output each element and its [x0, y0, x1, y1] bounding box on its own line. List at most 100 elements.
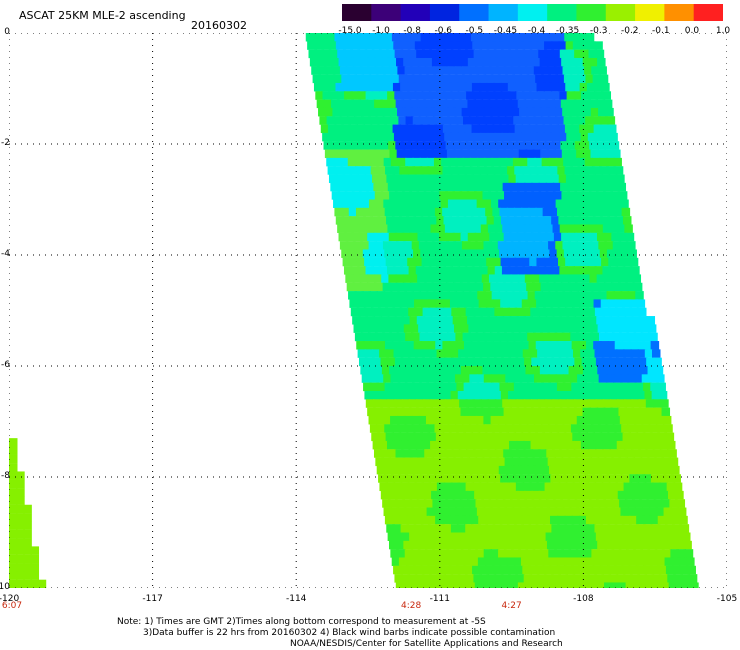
swath-cell — [568, 582, 577, 588]
swath-cell — [391, 424, 400, 433]
colorbar-tick-label: -0.4 — [527, 26, 546, 36]
left-swath-cell — [9, 463, 18, 472]
swath-cell — [438, 449, 448, 458]
swath-cell — [459, 224, 468, 233]
swath-cell — [590, 149, 600, 159]
swath-cell — [374, 366, 384, 375]
left-swath-cell — [9, 538, 18, 547]
swath-cell — [481, 316, 490, 325]
swath-cell — [467, 141, 476, 150]
swath-cell — [630, 482, 640, 492]
swath-cell — [473, 182, 483, 192]
swath-cell — [595, 266, 604, 275]
swath-cell — [380, 182, 390, 192]
swath-cell — [413, 207, 422, 217]
swath-cell — [509, 91, 518, 100]
swath-cell — [396, 499, 406, 508]
swath-cell — [505, 465, 515, 475]
swath-cell — [429, 349, 438, 358]
swath-cell — [434, 207, 444, 217]
swath-cell — [628, 291, 637, 300]
swath-cell — [639, 316, 648, 325]
swath-cell — [572, 41, 582, 50]
swath-cell — [543, 565, 553, 575]
swath-cell — [413, 166, 423, 175]
swath-cell — [632, 407, 642, 417]
swath-cell — [584, 507, 594, 517]
swath-cell — [532, 274, 541, 283]
swath-cell — [371, 41, 381, 50]
swath-cell — [548, 241, 557, 250]
swath-cell — [546, 582, 556, 588]
swath-cell — [392, 341, 401, 350]
swath-cell — [487, 91, 497, 100]
swath-cell — [607, 341, 617, 350]
swath-cell — [582, 449, 591, 458]
swath-cell — [429, 307, 439, 317]
swath-cell — [528, 207, 537, 217]
swath-cell — [521, 207, 530, 217]
swath-cell — [578, 33, 588, 42]
swath-cell — [410, 191, 420, 200]
swath-cell — [325, 107, 334, 117]
swath-cell — [458, 266, 468, 275]
swath-cell — [641, 415, 650, 425]
swath-cell — [534, 507, 543, 517]
swath-cell — [616, 440, 626, 450]
swath-cell — [538, 224, 547, 233]
swath-cell — [429, 41, 438, 50]
swath-cell — [356, 257, 366, 267]
swath-cell — [398, 157, 407, 167]
swath-cell — [539, 540, 549, 550]
swath-cell — [562, 199, 572, 208]
swath-cell — [415, 574, 425, 583]
swath-cell — [627, 332, 637, 342]
swath-cell — [459, 316, 469, 325]
swath-cell — [463, 515, 473, 525]
swath-cell — [370, 382, 379, 392]
swath-cell — [559, 224, 569, 233]
swath-cell — [587, 132, 597, 142]
swath-cell — [474, 582, 484, 588]
swath-cell — [390, 507, 400, 517]
swath-cell — [345, 99, 354, 109]
swath-cell — [558, 482, 568, 492]
swath-cell — [592, 207, 602, 217]
swath-cell — [572, 524, 582, 533]
swath-cell — [371, 124, 380, 134]
swath-cell — [623, 266, 633, 275]
swath-cell — [439, 57, 448, 67]
swath-cell — [322, 91, 332, 100]
swath-cell — [553, 274, 563, 283]
swath-cell — [393, 349, 403, 358]
swath-cell — [414, 432, 423, 442]
swath-cell — [550, 515, 559, 525]
swath-cell — [557, 33, 566, 42]
swath-cell — [612, 415, 622, 425]
swath-cell — [528, 166, 538, 175]
swath-cell — [339, 149, 348, 159]
swath-cell — [323, 99, 333, 109]
swath-cell — [492, 166, 502, 175]
swath-cell — [445, 490, 454, 500]
swath-cell — [424, 141, 433, 150]
swath-cell — [388, 232, 398, 242]
swath-cell — [646, 449, 656, 458]
swath-cell — [574, 182, 583, 192]
swath-cell — [447, 107, 456, 117]
swath-cell — [364, 216, 374, 225]
swath-cell — [482, 407, 491, 417]
swath-cell — [471, 515, 480, 525]
swath-cell — [425, 415, 435, 425]
swath-cell — [612, 549, 622, 558]
swath-cell — [618, 366, 628, 375]
swath-cell — [465, 524, 474, 533]
swath-cell — [374, 232, 383, 242]
swath-cell — [384, 341, 394, 350]
swath-cell — [512, 374, 521, 383]
swath-cell — [441, 557, 451, 566]
swath-cell — [414, 216, 424, 225]
swath-cell — [410, 57, 419, 67]
swath-cell — [447, 66, 457, 75]
swath-cell — [622, 474, 631, 483]
